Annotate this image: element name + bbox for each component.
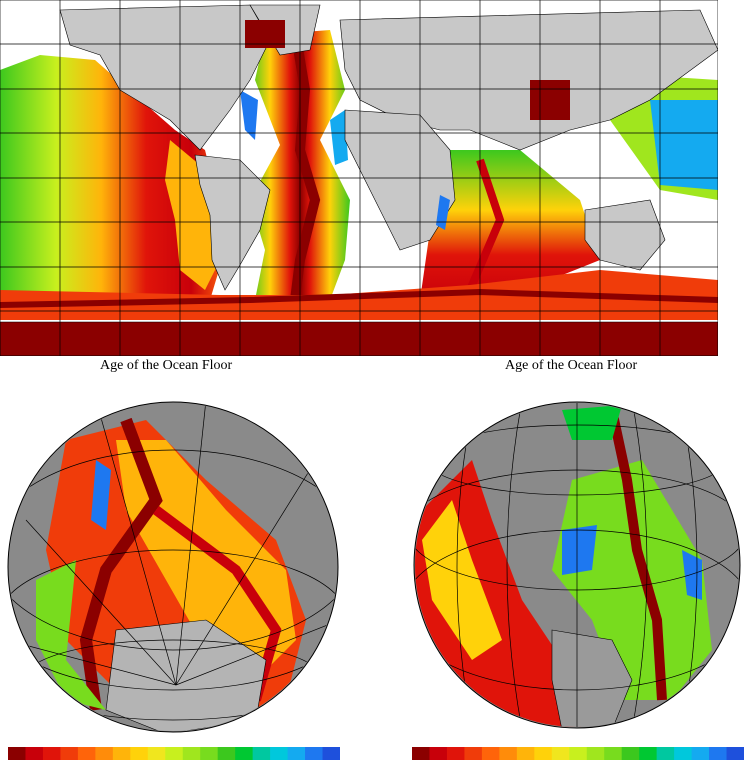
indian-ocean-floor: [420, 150, 600, 300]
globe-blue-floor: [91, 460, 111, 530]
pacific-ocean-floor: [0, 55, 225, 300]
age-color-swatch: [25, 747, 44, 760]
africa: [344, 109, 456, 251]
age-color-swatch: [499, 747, 518, 760]
age-color-swatch: [709, 747, 728, 760]
west-pacific-blue: [650, 100, 718, 190]
arabia-old-floor: [530, 80, 570, 120]
age-color-swatch: [516, 747, 535, 760]
age-color-swatch: [200, 747, 219, 760]
atlantic-blue-margin: [240, 90, 258, 140]
age-color-swatch: [534, 747, 553, 760]
globe-atlantic-blue: [562, 525, 597, 575]
age-color-swatch: [322, 747, 340, 760]
age-color-swatch: [165, 747, 184, 760]
age-color-swatch: [217, 747, 236, 760]
map-graticule: [0, 0, 718, 356]
globe-ridge-axis-east: [153, 506, 282, 702]
southern-ridge-axis: [0, 288, 718, 308]
globe-pacific-yellow: [422, 500, 502, 660]
globe-green-floor: [36, 560, 106, 710]
age-color-scale-left: [8, 747, 340, 760]
age-color-swatch: [60, 747, 79, 760]
age-color-swatch: [270, 747, 289, 760]
globe-atlantic-ridge: [607, 408, 667, 701]
age-color-swatch: [235, 747, 254, 760]
age-color-swatch: [182, 747, 201, 760]
age-color-swatch: [112, 747, 131, 760]
atlantic-east-blue: [330, 110, 348, 165]
world-ocean-floor-age-map: [0, 0, 718, 356]
age-color-swatch: [412, 747, 430, 760]
map-caption-left: Age of the Ocean Floor: [100, 358, 233, 373]
south-america: [194, 154, 271, 291]
age-color-swatch: [77, 747, 96, 760]
madagascar: [436, 195, 450, 230]
age-color-scale-right: [412, 747, 744, 760]
age-color-swatch: [429, 747, 448, 760]
age-color-swatch: [252, 747, 271, 760]
antarctica: [0, 321, 718, 356]
globe-arctic-green: [562, 405, 622, 440]
age-color-swatch: [95, 747, 114, 760]
age-color-swatch: [464, 747, 483, 760]
age-color-swatch: [8, 747, 26, 760]
age-color-swatch: [569, 747, 588, 760]
age-color-swatches: [8, 747, 340, 760]
age-color-swatch: [726, 747, 744, 760]
age-color-swatch: [656, 747, 675, 760]
age-color-swatch: [551, 747, 570, 760]
age-color-swatch: [481, 747, 500, 760]
globe-southern-hemisphere: [7, 401, 339, 733]
age-color-swatch: [604, 747, 623, 760]
map-caption-right: Age of the Ocean Floor: [505, 358, 638, 373]
age-color-swatch: [691, 747, 710, 760]
age-color-swatch: [287, 747, 306, 760]
australia: [584, 199, 666, 271]
age-color-swatch: [446, 747, 465, 760]
globe-south-america: [551, 629, 633, 727]
age-color-swatches: [412, 747, 744, 760]
land-masses: [0, 4, 718, 356]
age-color-swatch: [621, 747, 640, 760]
age-color-swatch: [586, 747, 605, 760]
pacific-east-ridge: [165, 140, 220, 290]
globe-atlantic-view: [413, 401, 741, 729]
age-color-swatch: [305, 747, 324, 760]
age-color-swatch: [674, 747, 693, 760]
age-color-swatch: [639, 747, 658, 760]
globe-atlantic-floor: [552, 460, 712, 700]
age-color-swatch: [42, 747, 61, 760]
age-color-swatch: [147, 747, 166, 760]
age-color-swatch: [130, 747, 149, 760]
globe-ridge-axis: [79, 417, 163, 711]
siberia-old-floor: [245, 20, 285, 48]
